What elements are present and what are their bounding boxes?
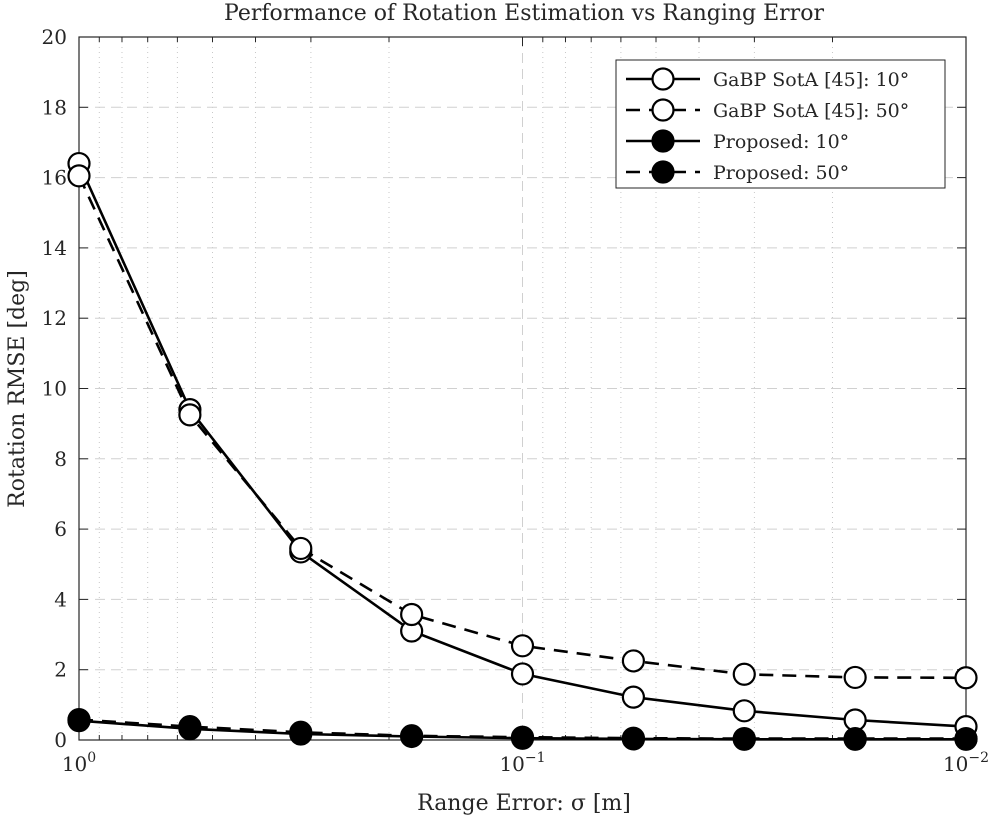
y-tick-label: 8 <box>54 447 67 471</box>
y-tick-label: 20 <box>42 25 67 49</box>
data-point <box>400 724 424 748</box>
y-tick-label: 0 <box>54 728 67 752</box>
data-point <box>621 685 645 709</box>
legend: GaBP SotA [45]: 10° GaBP SotA [45]: 50° Pr… <box>615 59 946 189</box>
y-tick-label: 12 <box>42 306 67 330</box>
legend-label: GaBP SotA [45]: 50° <box>713 100 909 122</box>
chart-title: Performance of Rotation Estimation vs Ra… <box>224 1 824 26</box>
series <box>67 151 978 751</box>
y-tick-label: 2 <box>54 658 67 682</box>
series-line <box>77 175 967 680</box>
legend-marker <box>651 160 675 184</box>
data-point <box>510 662 535 686</box>
legend-label: Proposed: 50° <box>713 162 849 184</box>
x-tick-label: 10−1 <box>499 750 545 776</box>
y-tick-label: 6 <box>54 517 67 541</box>
x-tick-label: 100 <box>62 750 96 776</box>
data-point <box>732 726 756 751</box>
y-tick-label: 16 <box>42 166 67 190</box>
y-tick-label: 4 <box>54 587 67 611</box>
data-point <box>289 720 313 744</box>
series-group <box>67 164 978 690</box>
data-point <box>843 665 867 690</box>
data-point <box>510 725 535 749</box>
data-point <box>67 708 91 732</box>
data-point <box>621 649 645 673</box>
y-tick-label: 18 <box>42 95 67 119</box>
data-point <box>954 726 978 751</box>
data-point <box>732 699 756 723</box>
data-point <box>178 715 202 739</box>
data-point <box>732 662 756 686</box>
axis-ticks: 100 10−1 10−2 0 2 4 6 8 10 12 14 16 18 20 <box>42 25 990 776</box>
x-tick-label: 10−2 <box>943 750 989 776</box>
series-group <box>67 708 978 751</box>
y-axis-label: Rotation RMSE [deg] <box>5 270 30 508</box>
legend-label: GaBP SotA [45]: 10° <box>713 69 909 91</box>
data-point <box>510 634 535 658</box>
data-point <box>67 164 91 188</box>
legend-marker <box>651 98 675 122</box>
data-point <box>843 726 867 751</box>
y-tick-label: 14 <box>42 236 67 260</box>
data-point <box>621 726 645 750</box>
data-point <box>178 403 202 427</box>
legend-marker <box>651 129 675 153</box>
legend-marker <box>651 67 675 91</box>
x-axis-label: Range Error: σ [m] <box>417 791 631 816</box>
data-point <box>954 666 978 690</box>
data-point <box>400 602 424 627</box>
legend-label: Proposed: 10° <box>713 131 849 153</box>
data-point <box>289 536 313 561</box>
y-tick-label: 10 <box>42 377 67 401</box>
